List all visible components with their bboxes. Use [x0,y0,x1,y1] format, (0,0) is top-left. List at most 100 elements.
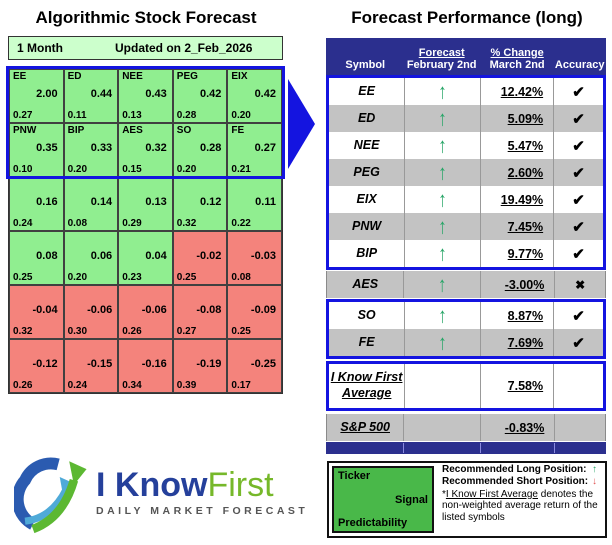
symbol-cell: SO [357,307,376,322]
performance-section: EE ↑ 12.42% ✔ ED ↑ 5.09% ✔ NEE ↑ 5.47% ✔ PEG ↑ 2.60% ✔ E… [326,75,606,270]
heatmap-cell-bip: BIP 0.33 0.20 [63,123,119,177]
up-arrow-icon: ↑ [438,133,447,158]
cell-predictability: 0.20 [67,272,88,283]
cell-signal: -0.25 [250,357,276,370]
cell-signal: 0.06 [90,249,113,262]
forecast-period-bar: 1 Month Updated on 2_Feb_2026 [8,36,283,60]
forecast-cell: ↑ [403,271,479,298]
heatmap-cell: 0.14 0.08 [63,177,119,231]
legend-short-position: Recommended Short Position: ↓ [442,475,597,487]
accuracy-check-icon: ✔ [553,132,603,159]
symbol-cell: PNW [352,218,382,233]
performance-table-body: EE ↑ 12.42% ✔ ED ↑ 5.09% ✔ NEE ↑ 5.47% ✔ PEG ↑ 2.60% ✔ E… [326,75,606,441]
cell-signal: 0.11 [255,195,276,208]
cell-predictability: 0.32 [176,218,197,229]
forecast-cell: ↑ [404,105,479,132]
forecast-cell: ↑ [404,302,479,329]
up-arrow-icon: ↑ [438,160,447,185]
heatmap-cell: -0.19 0.39 [172,339,228,393]
cell-predictability: 0.23 [122,272,142,283]
cell-ticker: PNW [13,125,37,136]
cell-signal: 0.08 [36,249,58,262]
heatmap-cell: 0.04 0.23 [118,231,173,285]
cell-signal: -0.02 [196,249,222,262]
accuracy-check-icon: ✔ [553,105,603,132]
heatmap-cell-aes: AES 0.32 0.15 [118,123,173,177]
cell-signal: -0.15 [87,357,113,370]
heatmap-cell: -0.12 0.26 [9,339,64,393]
performance-row-bip: BIP ↑ 9.77% ✔ [329,240,603,267]
header-symbol: Symbol [345,59,386,71]
cell-predictability: 0.26 [13,380,33,391]
forecast-cell: ↑ [404,186,479,213]
accuracy-check-icon: ✔ [553,329,603,356]
brand-tagline: DAILY MARKET FORECAST [96,504,309,517]
cell-signal: 0.35 [36,141,58,154]
heatmap-cell: 0.12 0.32 [172,177,228,231]
up-arrow-icon: ↑ [438,106,447,131]
forecast-cell [403,414,479,441]
up-arrow-icon: ↑ [438,330,447,355]
heatmap-cell: -0.03 0.08 [227,231,282,285]
symbol-cell: PEG [353,164,380,179]
heatmap-cell-eix: EIX 0.42 0.20 [227,69,282,123]
cell-signal: 0.44 [90,87,113,100]
change-cell: 7.58% [479,364,554,408]
accuracy-cross-icon: ✖ [554,271,605,298]
up-arrow-icon: ↑ [438,241,447,266]
logo-globe-arrows-icon [14,457,87,534]
heatmap-cell: -0.06 0.30 [63,285,119,339]
change-cell: 19.49% [479,186,554,213]
performance-table-header: Symbol Forecast February 2nd % Change Ma… [326,38,606,75]
forecast-cell: ↑ [404,240,479,267]
cell-predictability: 0.20 [67,164,88,175]
cell-signal: 0.43 [145,87,167,100]
legend-long-position: Recommended Long Position: ↑ [442,464,597,475]
cell-signal: 0.42 [254,87,276,100]
performance-row-s-p-500: S&P 500 -0.83% [327,414,605,441]
performance-row-ee: EE ↑ 12.42% ✔ [329,78,603,105]
change-cell: 8.87% [479,302,554,329]
performance-table: Symbol Forecast February 2nd % Change Ma… [326,38,606,454]
symbol-cell: ED [357,110,376,125]
header-forecast: Forecast February 2nd [406,47,477,71]
cell-predictability: 0.20 [176,164,197,175]
brand-primary: I Know [96,465,208,504]
cell-predictability: 0.32 [13,326,33,337]
cell-signal: -0.09 [250,303,276,316]
symbol-cell: I Know First Average [330,370,403,400]
change-cell: 12.42% [479,78,554,105]
performance-row-average: I Know First Average 7.58% [329,364,603,408]
flow-arrow-icon [288,79,315,169]
legend-average-note: *I Know First Average denotes the non-we… [442,488,598,524]
cell-signal: -0.19 [196,357,222,370]
legend-cell-key: Ticker Signal Predictability [332,466,434,533]
heatmap-cell-peg: PEG 0.42 0.28 [172,69,228,123]
performance-section: I Know First Average 7.58% [326,361,606,411]
cell-predictability: 0.25 [176,272,197,283]
accuracy-check-icon: ✔ [553,213,603,240]
performance-row-nee: NEE ↑ 5.47% ✔ [329,132,603,159]
accuracy-cell [554,414,605,441]
up-arrow-icon: ↑ [438,214,447,239]
accuracy-check-icon: ✔ [553,159,603,186]
forecast-cell: ↑ [404,329,479,356]
cell-predictability: 0.17 [231,380,251,391]
change-cell: 9.77% [479,240,554,267]
heatmap-cell-ed: ED 0.44 0.11 [63,69,119,123]
cell-signal: 0.04 [145,249,167,262]
accuracy-check-icon: ✔ [553,240,603,267]
cell-signal: -0.12 [32,357,58,370]
left-panel-title: Algorithmic Stock Forecast [35,8,257,27]
forecast-updated-date: Updated on 2_Feb_2026 [115,41,253,55]
performance-row-peg: PEG ↑ 2.60% ✔ [329,159,603,186]
header-accuracy: Accuracy [554,59,605,71]
cell-predictability: 0.08 [67,218,88,229]
header-change: % Change March 2nd [489,47,545,71]
symbol-cell: BIP [356,245,378,260]
logo-text: I KnowFirst DAILY MARKET FORECAST [96,468,308,517]
cell-ticker: AES [122,125,143,136]
cell-predictability: 0.34 [122,380,142,391]
heatmap-cell-nee: NEE 0.43 0.13 [118,69,173,123]
cell-predictability: 0.29 [122,218,142,229]
